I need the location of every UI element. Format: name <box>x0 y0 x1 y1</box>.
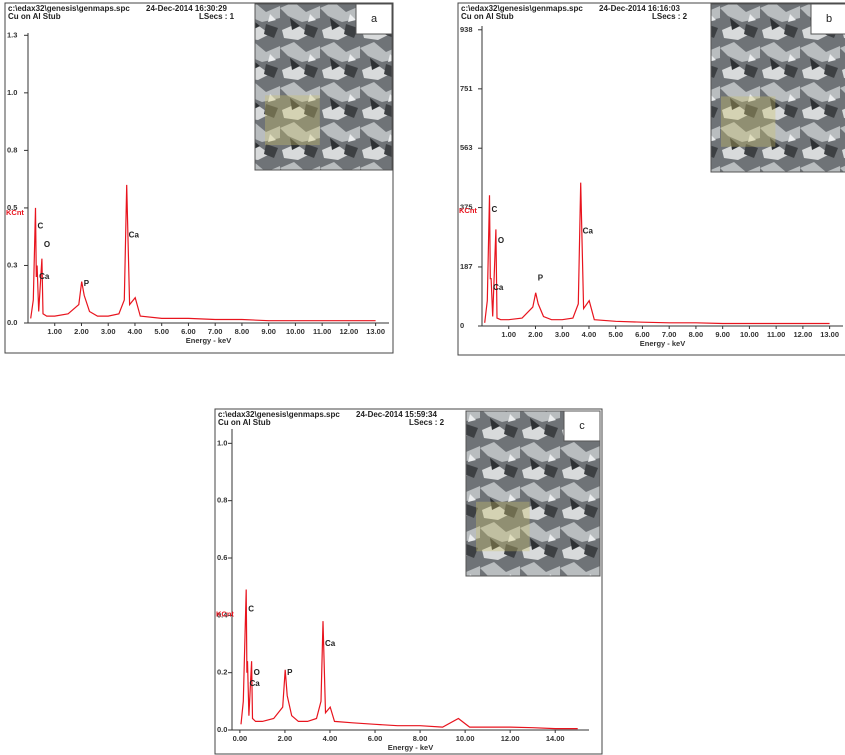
y-tick-label: 0.3 <box>7 260 17 269</box>
x-tick-label: 1.00 <box>501 330 516 339</box>
x-tick-label: 11.00 <box>313 327 331 336</box>
x-tick-label: 4.00 <box>582 330 597 339</box>
peak-label: P <box>287 668 293 677</box>
x-tick-label: 10.00 <box>456 734 475 743</box>
x-tick-label: 14.00 <box>546 734 565 743</box>
y-tick-label: 751 <box>460 84 473 93</box>
y-tick-label: 0.2 <box>217 668 227 677</box>
x-axis-label: Energy - keV <box>388 743 433 752</box>
live-secs: LSecs : 1 <box>199 12 235 21</box>
y-tick-label: 0.0 <box>7 318 17 327</box>
peak-label: Ca <box>129 231 140 240</box>
x-tick-label: 4.00 <box>128 327 143 336</box>
x-tick-label: 12.00 <box>501 734 520 743</box>
y-tick-label: 187 <box>460 262 473 271</box>
y-tick-label: 0.6 <box>217 553 227 562</box>
peak-label: Ca <box>250 679 261 688</box>
x-tick-label: 5.00 <box>154 327 169 336</box>
x-axis-label: Energy - keV <box>640 339 685 348</box>
y-tick-label: 0.0 <box>217 725 227 734</box>
x-tick-label: 4.00 <box>323 734 338 743</box>
sample: Cu on Al Stub <box>461 12 514 21</box>
x-tick-label: 6.00 <box>635 330 650 339</box>
panel-label: a <box>371 13 378 25</box>
y-tick-label: 563 <box>460 143 473 152</box>
sem-tint <box>265 95 320 145</box>
x-tick-label: 7.00 <box>208 327 223 336</box>
panel-label: b <box>826 13 832 25</box>
peak-label: Ca <box>325 639 336 648</box>
y-tick-label: 1.0 <box>7 88 17 97</box>
x-tick-label: 11.00 <box>767 330 785 339</box>
x-tick-label: 9.00 <box>715 330 730 339</box>
spectrum-panel: c:\edax32\genesis\genmaps.spc24-Dec-2014… <box>215 409 602 754</box>
y-tick-label: 938 <box>460 25 473 34</box>
peak-label: Ca <box>583 226 594 235</box>
x-tick-label: 6.00 <box>181 327 196 336</box>
peak-label: Ca <box>39 272 50 281</box>
x-tick-label: 8.00 <box>413 734 428 743</box>
live-secs: LSecs : 2 <box>652 12 688 21</box>
x-tick-label: 0.00 <box>233 734 248 743</box>
x-tick-label: 6.00 <box>368 734 383 743</box>
x-tick-label: 2.00 <box>528 330 543 339</box>
peak-label: O <box>254 668 260 677</box>
x-tick-label: 8.00 <box>689 330 704 339</box>
sem-tint <box>721 96 775 146</box>
x-tick-label: 1.00 <box>47 327 62 336</box>
peak-label: C <box>491 205 497 214</box>
x-tick-label: 2.00 <box>278 734 293 743</box>
x-tick-label: 3.00 <box>555 330 570 339</box>
figure: c:\edax32\genesis\genmaps.spc24-Dec-2014… <box>0 0 845 755</box>
x-tick-label: 3.00 <box>101 327 116 336</box>
x-axis-label: Energy - keV <box>186 336 231 345</box>
x-tick-label: 10.00 <box>286 327 305 336</box>
peak-label: P <box>538 274 544 283</box>
y-tick-label: 0 <box>460 321 464 330</box>
x-tick-label: 2.00 <box>74 327 89 336</box>
x-tick-label: 5.00 <box>608 330 623 339</box>
sample: Cu on Al Stub <box>8 12 61 21</box>
y-axis-label: KCnt <box>216 609 234 618</box>
peak-label: P <box>84 279 90 288</box>
x-tick-label: 10.00 <box>740 330 759 339</box>
sem-tint <box>476 502 530 552</box>
peak-label: Ca <box>493 283 504 292</box>
y-tick-label: 0.8 <box>217 496 227 505</box>
y-tick-label: 1.3 <box>7 30 17 39</box>
peak-label: C <box>248 605 254 614</box>
x-tick-label: 12.00 <box>793 330 812 339</box>
x-tick-label: 9.00 <box>261 327 276 336</box>
peak-label: C <box>37 221 43 230</box>
x-tick-label: 13.00 <box>820 330 839 339</box>
y-axis-label: KCnt <box>6 208 24 217</box>
panel-label: c <box>579 420 585 432</box>
y-axis-label: KCnt <box>459 206 477 215</box>
sample: Cu on Al Stub <box>218 418 271 427</box>
x-tick-label: 13.00 <box>366 327 385 336</box>
y-tick-label: 1.0 <box>217 438 227 447</box>
x-tick-label: 8.00 <box>235 327 250 336</box>
live-secs: LSecs : 2 <box>409 418 445 427</box>
x-tick-label: 12.00 <box>339 327 358 336</box>
peak-label: O <box>44 240 50 249</box>
peak-label: O <box>498 236 504 245</box>
y-tick-label: 0.8 <box>7 145 17 154</box>
x-tick-label: 7.00 <box>662 330 677 339</box>
